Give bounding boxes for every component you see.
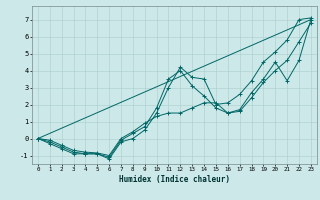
X-axis label: Humidex (Indice chaleur): Humidex (Indice chaleur) bbox=[119, 175, 230, 184]
